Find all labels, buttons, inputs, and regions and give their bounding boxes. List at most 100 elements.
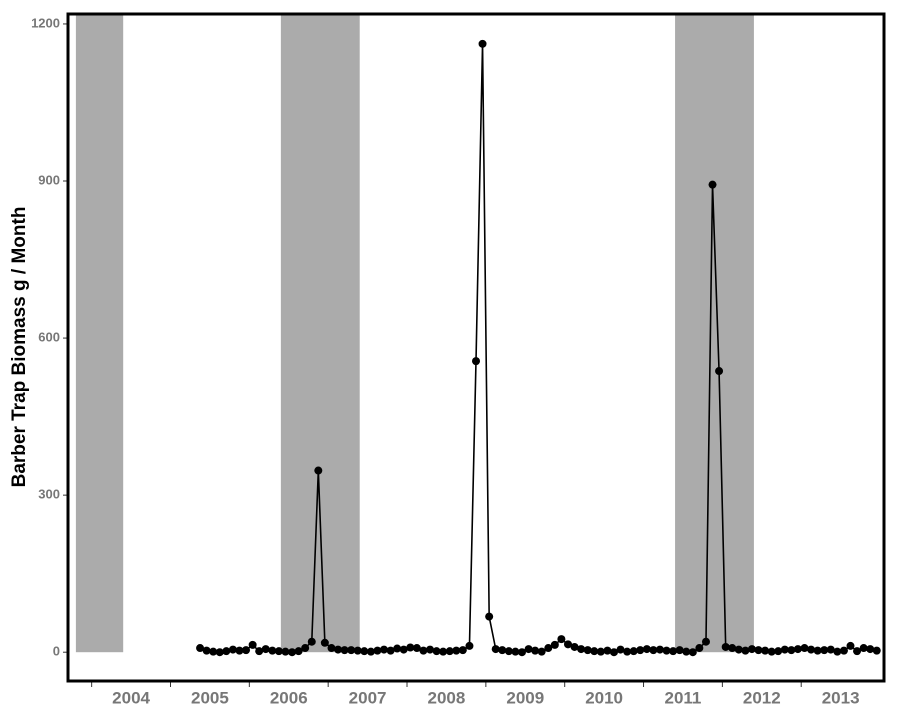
data-point <box>366 647 375 656</box>
shaded-period <box>75 14 124 653</box>
data-point <box>314 466 323 475</box>
data-point <box>774 647 783 656</box>
data-point <box>531 646 540 655</box>
y-tick-label: 1200 <box>31 15 60 30</box>
data-point <box>242 646 251 655</box>
plot-frame <box>66 12 886 683</box>
data-point <box>846 641 855 650</box>
data-point <box>708 180 717 189</box>
data-point <box>439 647 448 656</box>
data-point <box>813 646 822 655</box>
data-point <box>564 640 573 649</box>
x-tick-label: 2008 <box>428 688 466 707</box>
y-tick-label: 300 <box>38 487 60 502</box>
data-point <box>504 647 513 656</box>
data-point <box>807 645 816 654</box>
data-point <box>741 646 750 655</box>
data-point <box>406 643 415 652</box>
data-point <box>537 647 546 656</box>
y-axis-label: Barber Trap Biomass g / Month <box>9 207 30 488</box>
shaded-period <box>675 14 754 653</box>
x-tick-label: 2006 <box>270 688 308 707</box>
data-point <box>320 638 329 647</box>
data-point <box>629 647 638 656</box>
data-point <box>623 647 632 656</box>
data-point <box>872 646 881 655</box>
data-point <box>353 646 362 655</box>
data-point <box>761 646 770 655</box>
y-tick-label: 600 <box>38 330 60 345</box>
y-tick-label: 0 <box>53 644 60 659</box>
data-point <box>432 647 441 656</box>
data-point <box>767 647 776 656</box>
x-tick-label: 2009 <box>506 688 544 707</box>
data-point <box>701 637 710 646</box>
data-point <box>636 646 645 655</box>
data-point <box>583 646 592 655</box>
data-point <box>379 645 388 654</box>
data-point <box>491 645 500 654</box>
data-point <box>261 645 270 654</box>
data-point <box>616 645 625 654</box>
data-point <box>334 645 343 654</box>
data-point <box>472 357 480 366</box>
data-point <box>550 640 559 649</box>
data-point <box>577 645 586 654</box>
x-tick-label: 2011 <box>665 688 702 707</box>
x-tick-label: 2012 <box>743 688 781 707</box>
data-point <box>294 647 303 656</box>
data-point <box>347 646 356 655</box>
data-point <box>307 637 316 646</box>
x-tick-label: 2004 <box>112 688 150 707</box>
data-point <box>301 644 310 653</box>
data-point <box>682 647 691 656</box>
data-point <box>478 39 487 48</box>
data-point <box>255 647 264 656</box>
data-point <box>235 646 244 655</box>
data-point <box>327 644 336 653</box>
data-point <box>655 645 664 654</box>
data-point <box>393 644 402 653</box>
data-point <box>859 644 868 653</box>
data-point <box>222 647 231 656</box>
data-point <box>445 647 454 656</box>
data-point <box>800 644 809 653</box>
data-point <box>609 648 618 657</box>
data-point <box>228 645 237 654</box>
data-point <box>209 647 218 656</box>
data-point <box>715 367 724 376</box>
data-point <box>793 645 802 654</box>
data-point <box>570 642 579 651</box>
data-point <box>274 647 283 656</box>
data-point <box>524 645 533 654</box>
data-point <box>288 648 297 657</box>
data-point <box>754 646 763 655</box>
data-point <box>458 646 467 655</box>
x-tick-label: 2013 <box>822 688 860 707</box>
data-point <box>747 645 756 654</box>
data-point <box>669 647 678 656</box>
data-point <box>419 646 428 655</box>
x-tick-label: 2005 <box>191 688 229 707</box>
data-point <box>728 644 737 653</box>
data-point <box>373 646 382 655</box>
x-tick-label: 2007 <box>349 688 387 707</box>
data-point <box>820 646 829 655</box>
shaded-period <box>280 14 360 653</box>
data-point <box>557 635 566 644</box>
data-point <box>399 645 408 654</box>
data-point <box>544 644 553 653</box>
data-point <box>603 646 612 655</box>
data-point <box>590 647 599 656</box>
data-point <box>839 646 848 655</box>
data-point <box>866 645 875 654</box>
data-point <box>268 646 277 655</box>
data-point <box>675 646 684 655</box>
data-point <box>596 647 605 656</box>
data-point <box>426 645 435 654</box>
data-point <box>721 642 730 651</box>
data-point <box>511 647 520 656</box>
data-point <box>498 646 507 655</box>
data-point <box>787 646 796 655</box>
